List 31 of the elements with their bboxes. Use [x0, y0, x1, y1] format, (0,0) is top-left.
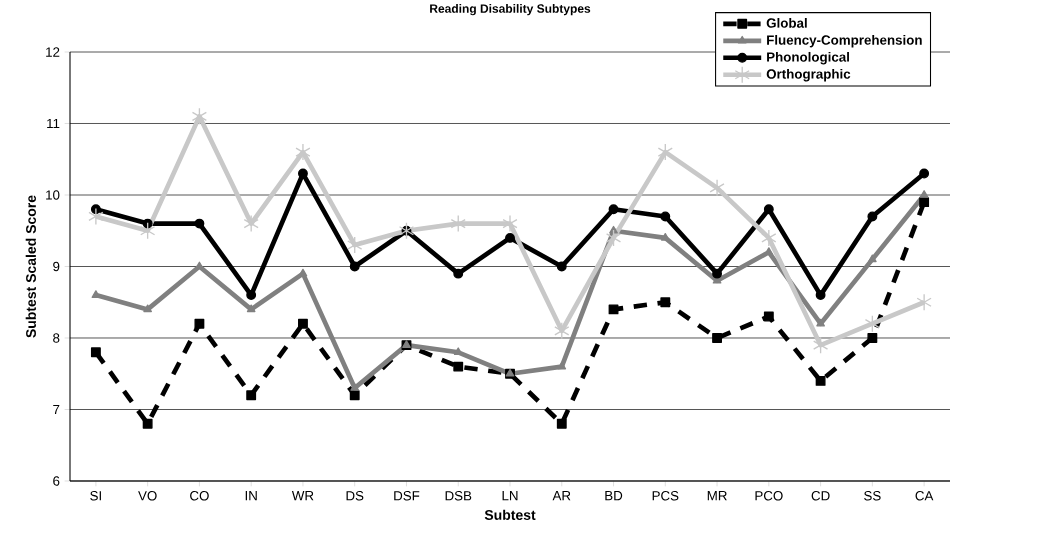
- y-tick-label: 7: [53, 404, 60, 415]
- x-tick-label: DSF: [394, 491, 420, 501]
- y-tick-label: 12: [46, 47, 60, 57]
- x-tick-label: IN: [245, 491, 257, 501]
- x-tick-label: CD: [811, 491, 830, 501]
- x-tick-label: BD: [605, 491, 623, 501]
- legend-label: Phonological: [767, 51, 849, 65]
- x-tick-label: AR: [552, 491, 571, 501]
- x-axis-title: Subtest: [484, 509, 536, 520]
- legend-label: Global: [766, 17, 807, 28]
- x-tick-label: PCO: [755, 491, 783, 501]
- x-tick-label: PCS: [652, 491, 679, 501]
- x-tick-label: SI: [90, 491, 101, 501]
- y-tick-label: 10: [46, 190, 60, 200]
- x-tick-label: CO: [190, 491, 209, 501]
- legend-label: Orthographic: [766, 68, 851, 82]
- x-tick-label: DSB: [445, 491, 472, 501]
- x-tick-label: DS: [346, 491, 364, 501]
- x-tick-label: WR: [291, 491, 314, 501]
- y-tick-label: 11: [47, 118, 60, 129]
- y-tick-label: 9: [53, 261, 60, 272]
- x-tick-label: LN: [502, 491, 518, 501]
- x-tick-label: CA: [915, 491, 934, 501]
- chart-title: Reading Disability Subtypes: [430, 4, 591, 16]
- y-tick-label: 8: [53, 333, 60, 343]
- x-tick-label: SS: [864, 491, 881, 501]
- x-tick-label: MR: [707, 491, 727, 501]
- y-axis-title: Subtest Scaled Score: [25, 195, 36, 338]
- y-tick-label: 6: [53, 476, 60, 486]
- x-tick-label: VO: [138, 491, 157, 501]
- legend-label: Fluency-Comprehension: [767, 34, 922, 48]
